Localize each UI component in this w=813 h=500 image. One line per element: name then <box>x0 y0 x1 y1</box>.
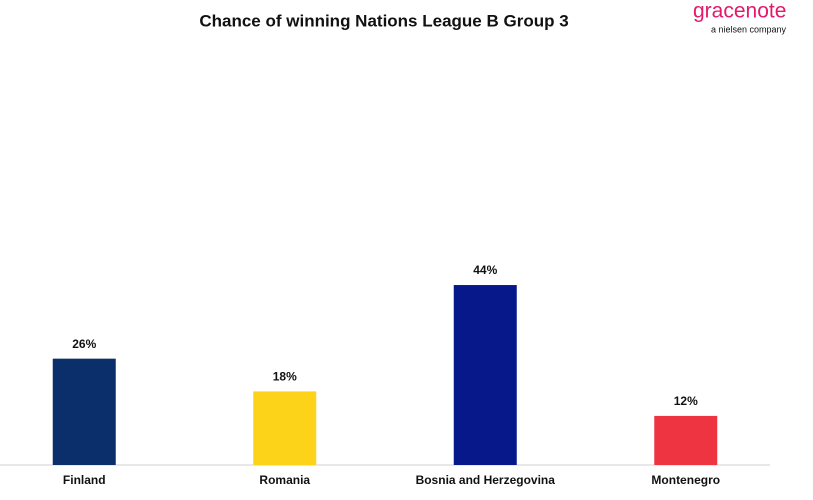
x-tick-label: Romania <box>259 473 310 487</box>
value-label: 18% <box>273 370 297 384</box>
bar <box>253 391 317 465</box>
brand-logo: gracenote <box>693 0 786 23</box>
bar <box>52 358 116 465</box>
value-label: 44% <box>473 263 497 277</box>
bar <box>453 285 517 465</box>
chart-title: Chance of winning Nations League B Group… <box>199 11 568 30</box>
x-tick-label: Bosnia and Herzegovina <box>416 473 556 487</box>
value-label: 12% <box>674 394 698 408</box>
x-tick-label: Montenegro <box>651 473 720 487</box>
bar <box>654 415 718 465</box>
value-label: 26% <box>72 337 96 351</box>
brand-subtitle: a nielsen company <box>711 24 787 34</box>
x-tick-label: Finland <box>63 473 106 487</box>
